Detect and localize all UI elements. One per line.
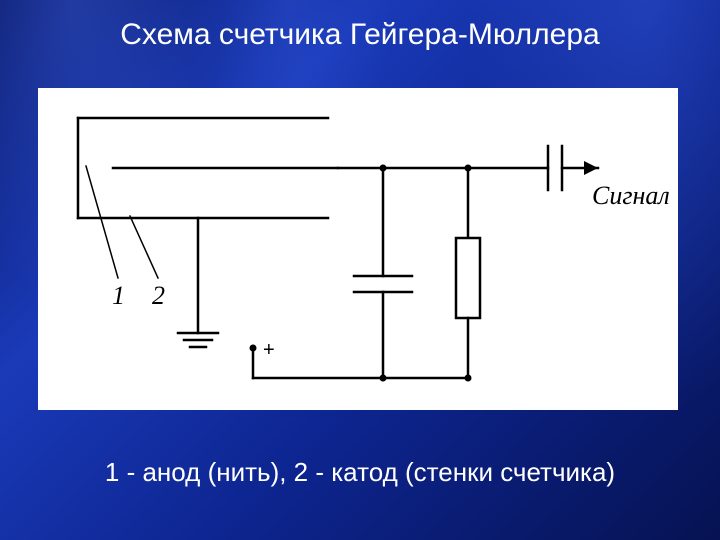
svg-text:Сигнал: Сигнал bbox=[592, 181, 670, 210]
svg-text:2: 2 bbox=[152, 281, 165, 310]
svg-text:+: + bbox=[263, 339, 275, 361]
circuit-diagram: 12 + Сигнал bbox=[38, 88, 678, 410]
svg-text:1: 1 bbox=[112, 281, 125, 310]
circuit-svg: 12 + Сигнал bbox=[38, 88, 678, 410]
caption: 1 - анод (нить), 2 - катод (стенки счетч… bbox=[105, 457, 615, 488]
page-title: Схема счетчика Гейгера-Мюллера bbox=[120, 18, 599, 52]
